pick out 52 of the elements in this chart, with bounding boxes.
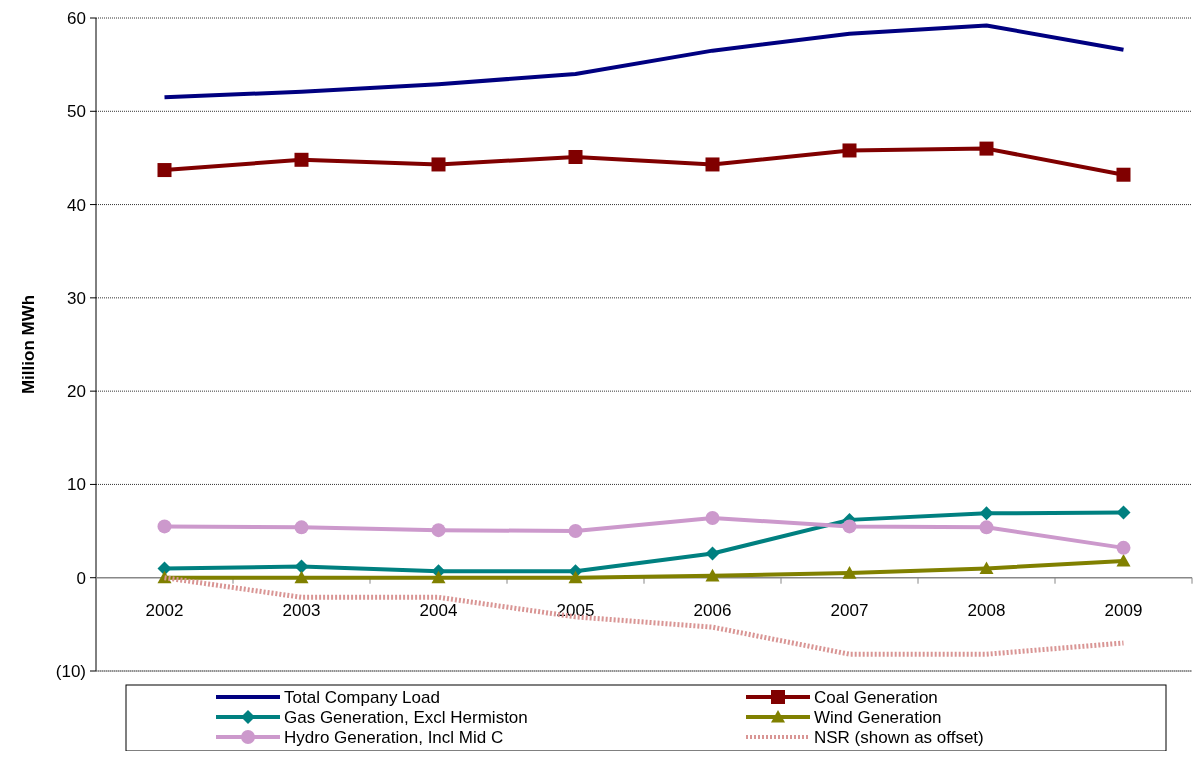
point [979,141,994,156]
legend-label: Coal Generation [814,687,938,707]
point [294,520,309,535]
point [705,546,720,561]
x-tick-label: 2003 [282,600,321,620]
point [157,561,172,576]
point [1116,505,1131,520]
point [157,163,172,178]
x-tick-label: 2006 [693,600,732,620]
y-tick-label: 30 [67,288,86,308]
y-tick-label: 50 [67,102,86,122]
x-tick-label: 2008 [967,600,1006,620]
point [294,559,309,574]
legend-label: Gas Generation, Excl Hermiston [284,707,528,727]
point [431,157,446,172]
point [294,570,309,584]
legend-label: Wind Generation [814,707,942,727]
x-tick-label: 2005 [556,600,595,620]
y-tick-label: 20 [67,382,86,402]
point [842,566,857,579]
point [842,143,857,158]
y-tick-label: 0 [76,568,86,588]
point [294,152,309,167]
x-tick-label: 2002 [145,600,184,620]
point [1116,540,1131,555]
x-tick-label: 2009 [1104,600,1143,620]
legend-label: NSR (shown as offset) [814,727,984,747]
point [568,524,583,539]
point [705,511,720,526]
point [568,150,583,164]
point [705,568,720,582]
y-tick-label: 10 [67,475,86,495]
point [431,570,446,584]
point [705,157,720,172]
point [568,570,583,584]
y-tick-label: (10) [55,661,86,681]
y-tick-label: 60 [67,8,86,28]
legend-label: Total Company Load [284,687,440,707]
point [842,519,857,534]
point [157,519,172,534]
x-tick-label: 2004 [419,600,458,620]
legend-label: Hydro Generation, Incl Mid C [284,727,504,747]
point [979,520,994,535]
point [979,506,994,521]
y-axis-title: Million MWh [19,294,38,395]
line-series [162,23,1126,100]
point [1116,553,1131,567]
point [979,561,994,574]
point [1116,167,1131,182]
y-tick-label: 40 [67,195,86,215]
x-tick-label: 2007 [830,600,869,620]
point [431,523,446,538]
